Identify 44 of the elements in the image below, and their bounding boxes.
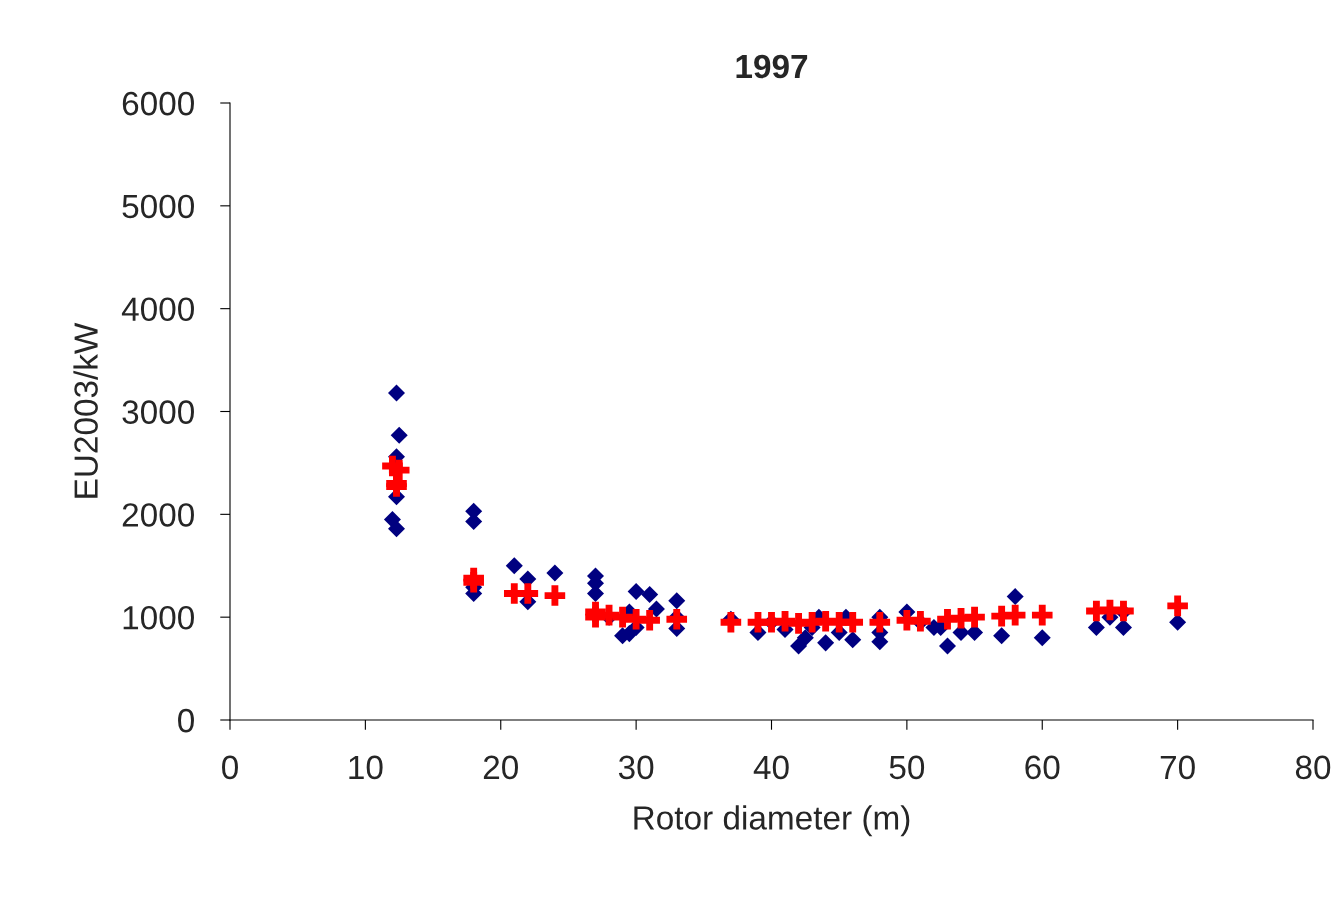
point [668,592,686,610]
x-tick-label: 70 [1160,755,1195,780]
point [993,627,1011,645]
y-tick-label: 1000 [123,605,194,630]
x-tick-label: 20 [483,755,518,780]
point [964,606,985,628]
point [796,629,814,647]
x-tick-label: 10 [349,755,383,780]
point [1004,604,1026,626]
x-tick-label: 40 [753,755,789,780]
y-axis-title: EU2003/kW [73,322,98,498]
y-tick-label: 4000 [121,297,194,322]
point [1006,588,1024,606]
x-tick-label: 80 [1295,755,1331,780]
y-tick-label: 2000 [122,503,194,527]
point [1033,629,1051,647]
point [388,520,406,538]
point [817,634,835,652]
point [720,612,742,633]
point [647,600,665,618]
x-tick-label: 50 [889,755,925,780]
point [1031,604,1053,626]
point [639,609,660,631]
point [505,557,523,575]
point [1167,595,1188,617]
x-tick-label: 60 [1025,755,1060,780]
x-tick-label: 0 [222,755,238,780]
chart-title: 1997 [736,54,808,79]
y-tick-label: 3000 [122,400,194,424]
y-tick-label: 6000 [122,91,194,116]
point [938,637,956,655]
point [544,585,566,606]
y-tick-label: 5000 [122,194,194,219]
point [869,612,891,633]
point [842,612,864,633]
x-axis-title: Rotor diameter (m) [634,805,910,837]
point [390,426,408,444]
x-tick-label: 30 [618,755,654,780]
point [627,582,645,600]
point [388,384,406,402]
point [641,586,659,604]
point [546,564,564,582]
y-tick-label: 0 [178,708,194,733]
point [844,631,862,649]
